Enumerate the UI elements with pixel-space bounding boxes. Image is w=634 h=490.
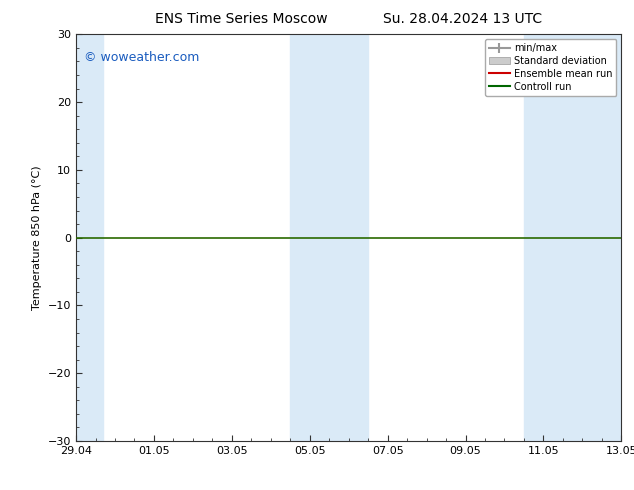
Bar: [76, 34, 103, 441]
Text: ENS Time Series Moscow: ENS Time Series Moscow: [155, 12, 327, 26]
Legend: min/max, Standard deviation, Ensemble mean run, Controll run: min/max, Standard deviation, Ensemble me…: [485, 39, 616, 96]
Bar: [524, 34, 621, 441]
Text: Su. 28.04.2024 13 UTC: Su. 28.04.2024 13 UTC: [384, 12, 542, 26]
Bar: [290, 34, 368, 441]
Y-axis label: Temperature 850 hPa (°C): Temperature 850 hPa (°C): [32, 165, 42, 310]
Text: © woweather.com: © woweather.com: [84, 50, 200, 64]
